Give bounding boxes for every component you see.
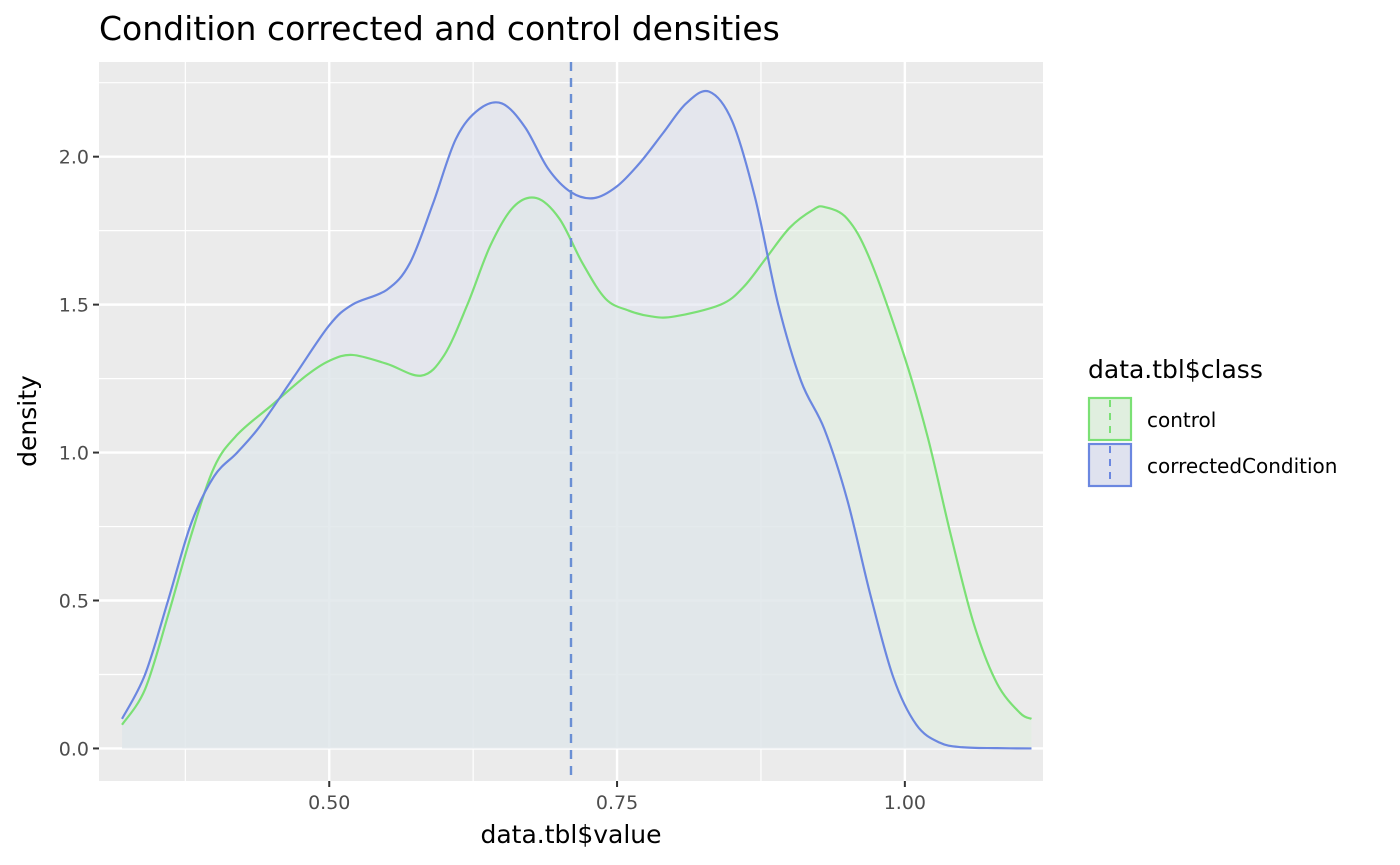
y-tick-label: 1.5: [59, 295, 89, 317]
legend-item-control: control: [1087, 396, 1216, 442]
y-axis-title: density: [13, 375, 42, 467]
y-tick-label: 1.0: [59, 443, 89, 465]
x-axis-title: data.tbl$value: [480, 820, 661, 849]
x-tick-label: 0.75: [596, 792, 638, 814]
x-tick-label: 1.00: [884, 792, 926, 814]
density-areas: [122, 90, 1032, 749]
legend-item-correctedCondition: correctedCondition: [1087, 442, 1337, 488]
area-correctedCondition: [122, 90, 1032, 749]
density-lines: [121, 89, 1032, 750]
chart-title: Condition corrected and control densitie…: [99, 9, 780, 48]
y-tick-label: 2.0: [59, 147, 89, 169]
legend: data.tbl$class control correctedCondition: [1087, 355, 1337, 488]
line-control: [121, 196, 1032, 726]
legend-label-correctedCondition: correctedCondition: [1147, 454, 1337, 478]
y-tick-label: 0.5: [59, 591, 89, 613]
x-tick-label: 0.50: [308, 792, 350, 814]
line-correctedCondition: [121, 89, 1032, 750]
y-tick-label: 0.0: [59, 738, 89, 760]
legend-items: control correctedCondition: [1087, 396, 1337, 488]
axis-ticks: 0.50 0.75 1.00 0.0 0.5 1.0 1.5 2.0: [59, 147, 926, 814]
legend-title: data.tbl$class: [1088, 355, 1263, 384]
legend-label-control: control: [1147, 408, 1216, 432]
